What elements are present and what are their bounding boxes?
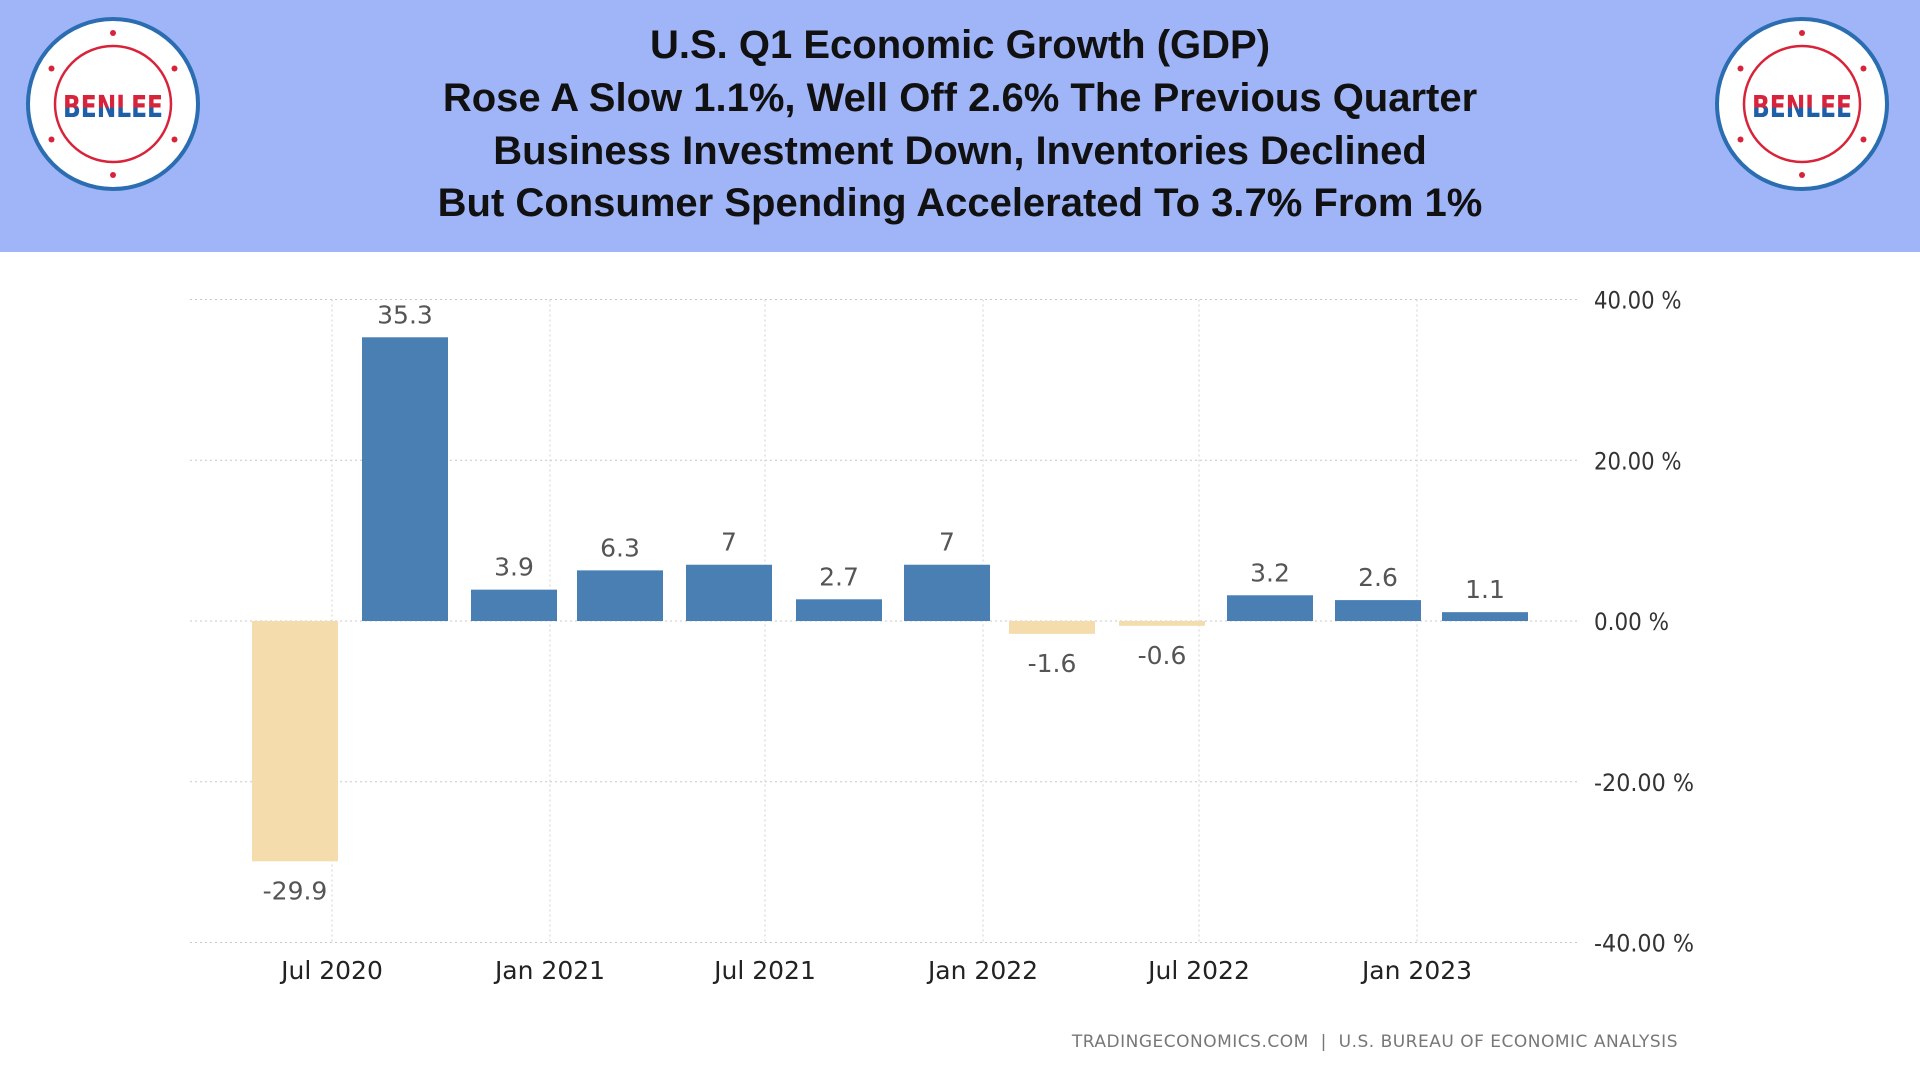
bar — [904, 564, 990, 621]
data-label: 1.1 — [1465, 575, 1505, 604]
logo-star-icon — [1737, 136, 1744, 143]
bar — [1119, 621, 1205, 626]
logo-star-icon — [1860, 65, 1867, 72]
logo-wordmark: BENLEE — [63, 90, 163, 125]
logo-star-icon — [110, 172, 116, 178]
logo-wordmark: BENLEE — [1752, 90, 1852, 125]
bar — [1335, 600, 1421, 621]
data-label: -0.6 — [1138, 641, 1187, 670]
data-label: 3.9 — [494, 553, 534, 582]
bar — [796, 599, 882, 621]
logo-star-icon — [48, 65, 55, 72]
x-tick-label: Jul 2020 — [279, 956, 383, 985]
bar — [1442, 612, 1528, 621]
y-tick-label: 20.00 % — [1594, 447, 1682, 475]
data-label: 7 — [939, 528, 955, 557]
logo-star-icon — [171, 65, 178, 72]
y-tick-label: 0.00 % — [1594, 608, 1669, 636]
data-label: -1.6 — [1028, 649, 1077, 678]
data-label: 2.6 — [1358, 563, 1398, 592]
bar — [1009, 621, 1095, 634]
logo-star-icon — [1799, 30, 1805, 36]
logo-inner-ring — [53, 44, 173, 164]
data-label: 3.2 — [1250, 558, 1290, 587]
logo-star-icon — [48, 136, 55, 143]
bar — [686, 564, 772, 621]
logo-star-icon — [1799, 172, 1805, 178]
logo-star-icon — [110, 30, 116, 36]
logo-star-icon — [1737, 65, 1744, 72]
x-tick-label: Jan 2021 — [493, 956, 605, 985]
x-tick-label: Jan 2022 — [926, 956, 1038, 985]
benlee-logo-left: BENLEE — [26, 17, 200, 191]
title-line-1: U.S. Q1 Economic Growth (GDP) — [649, 23, 1271, 67]
benlee-logo-right: BENLEE — [1715, 17, 1889, 191]
source-footer: TRADINGECONOMICS.COM | U.S. BUREAU OF EC… — [1071, 1032, 1678, 1052]
title-line-4: But Consumer Spending Accelerated To 3.7… — [437, 181, 1483, 225]
x-tick-label: Jul 2021 — [712, 956, 816, 985]
data-label: 35.3 — [377, 300, 433, 329]
data-label: 7 — [721, 528, 737, 557]
bar — [252, 621, 338, 862]
logo-star-icon — [1860, 136, 1867, 143]
bar — [577, 570, 663, 621]
data-label: 2.7 — [819, 562, 859, 591]
y-tick-label: 40.00 % — [1594, 287, 1682, 315]
x-tick-label: Jul 2022 — [1146, 956, 1250, 985]
data-label: -29.9 — [263, 876, 328, 905]
title-line-2: Rose A Slow 1.1%, Well Off 2.6% The Prev… — [442, 76, 1478, 120]
bar — [362, 337, 448, 621]
y-tick-label: -20.00 % — [1594, 769, 1694, 797]
y-tick-label: -40.00 % — [1594, 930, 1694, 958]
gdp-bar-chart: 40.00 % 20.00 % 0.00 % -20.00 % -40.00 % Jul … — [190, 287, 1694, 985]
data-label: 6.3 — [600, 533, 640, 562]
bar — [471, 589, 557, 621]
x-tick-label: Jan 2023 — [1360, 956, 1472, 985]
logo-inner-ring — [1742, 44, 1862, 164]
title-line-3: Business Investment Down, Inventories De… — [493, 129, 1427, 173]
logo-star-icon — [171, 136, 178, 143]
bar — [1227, 595, 1313, 621]
title-banner: U.S. Q1 Economic Growth (GDP) Rose A Slo… — [0, 0, 1920, 252]
